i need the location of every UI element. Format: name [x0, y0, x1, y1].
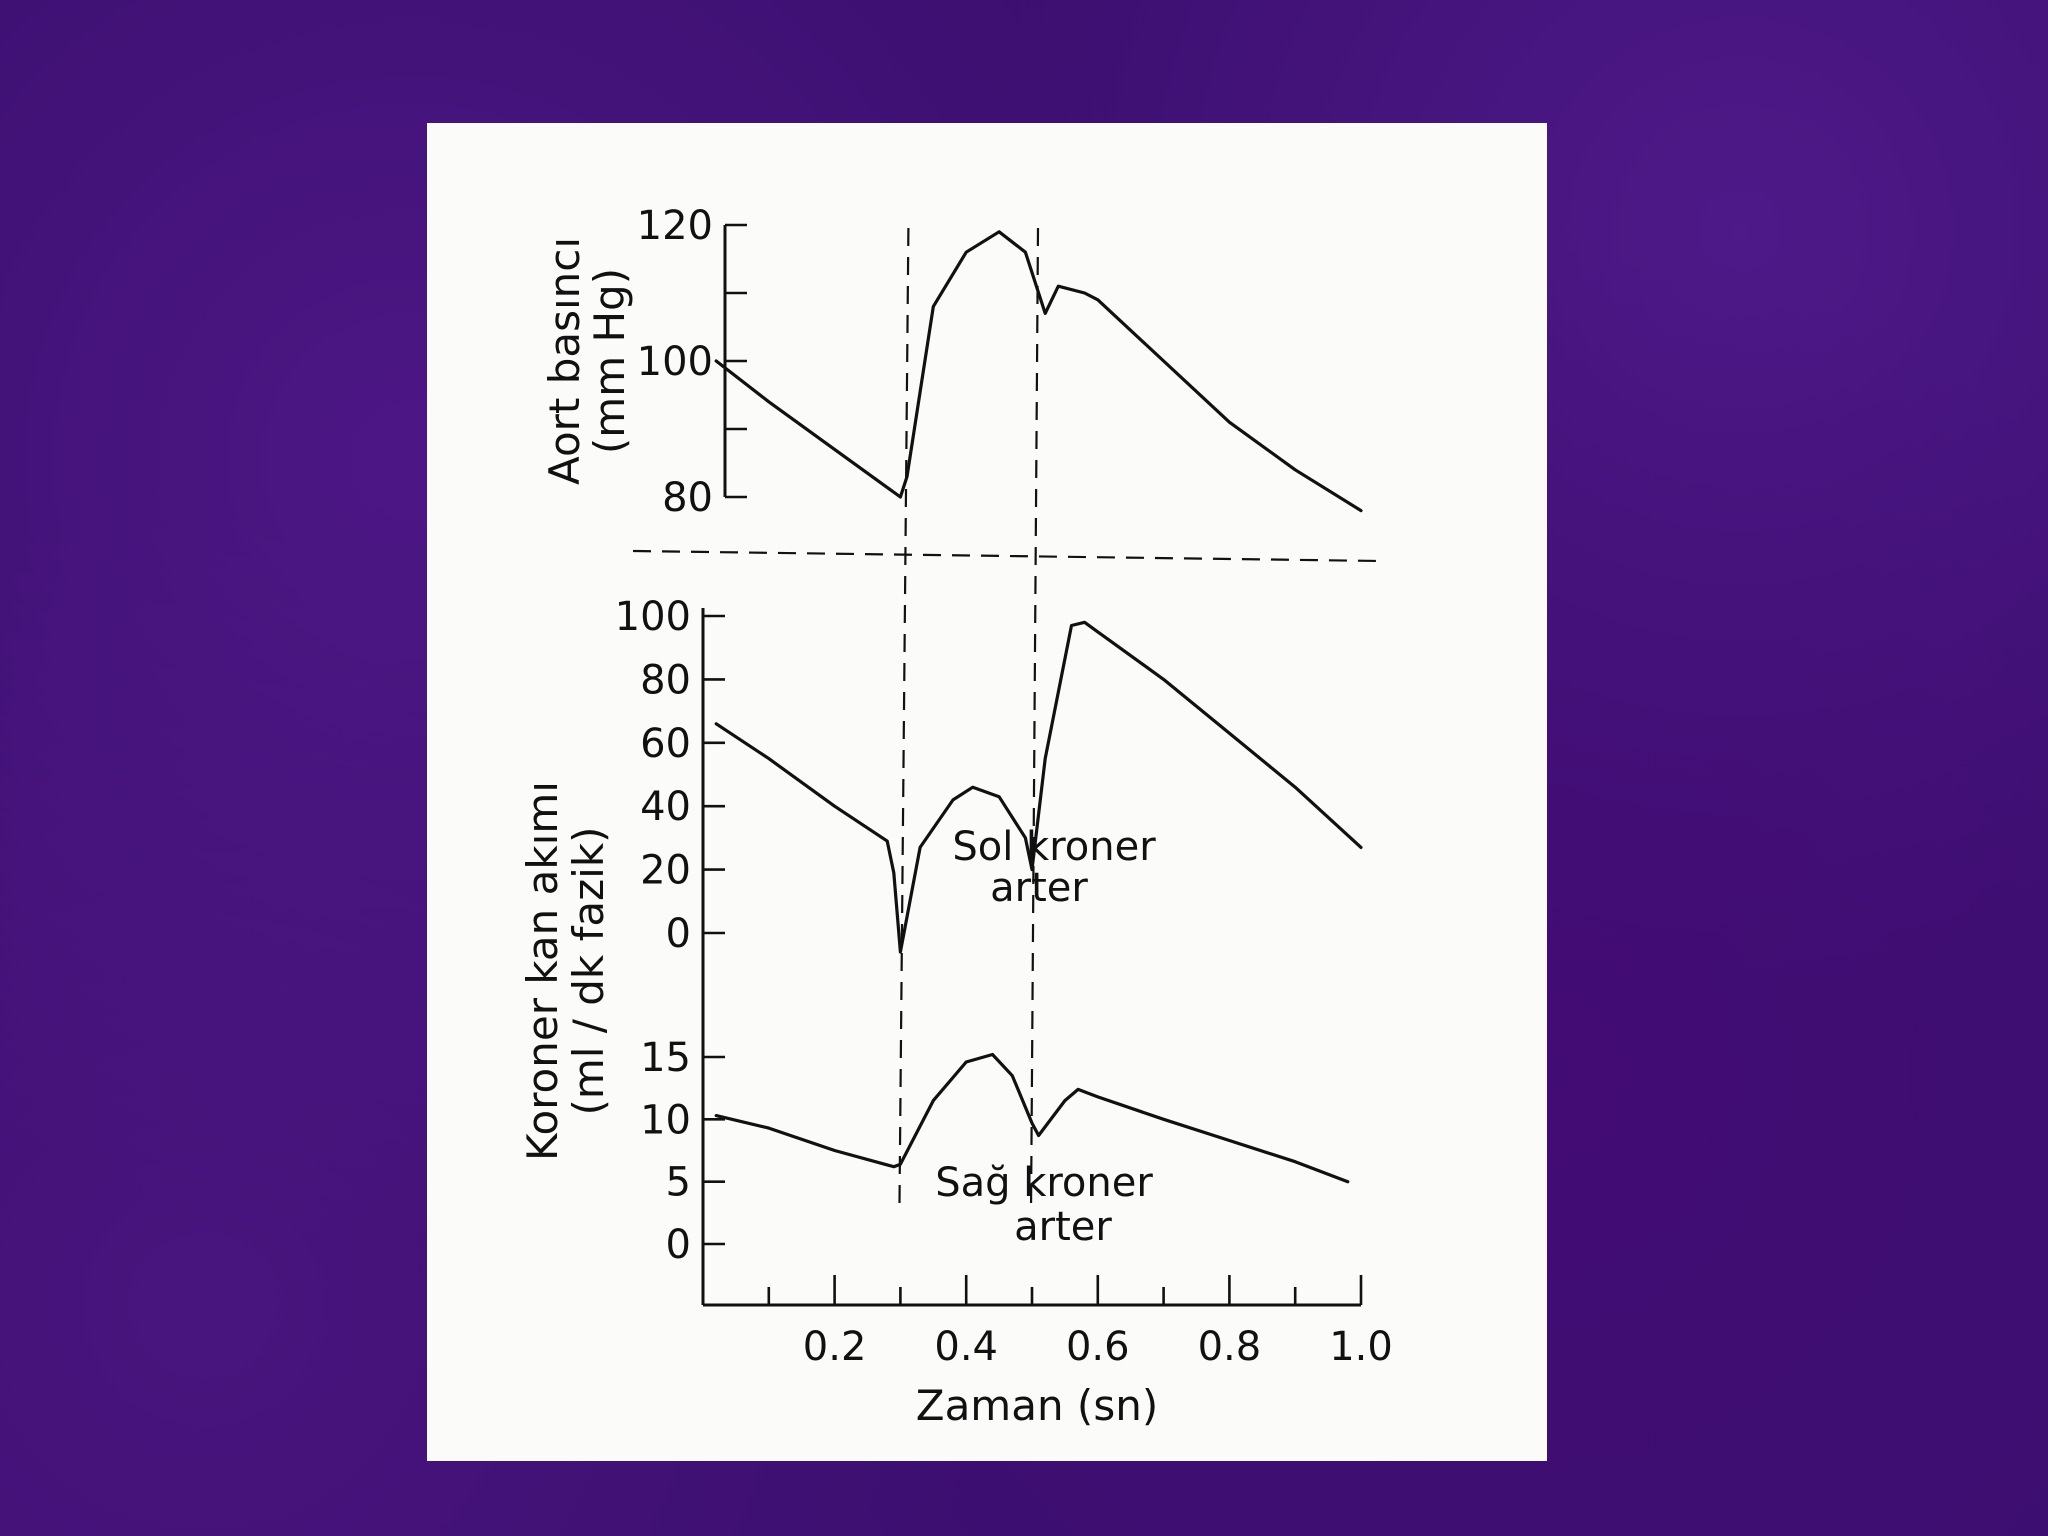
ytick-label-p1: 100	[615, 594, 691, 640]
sol-kroner-flow-curve	[714, 620, 1363, 954]
sag-kroner-label-line2: arter	[1014, 1204, 1112, 1250]
xtick-label: 0.6	[1066, 1324, 1130, 1370]
ytick-label-p1: 60	[640, 721, 691, 767]
coronary-flow-chart: 120 100 80 100 80 60 40 20 0 15 10 5 0 0.2 0.4 0.6 0.8 1.…	[518, 203, 1393, 1430]
xtick-label: 0.4	[934, 1324, 998, 1370]
ytick-label-p0: 120	[637, 203, 713, 249]
aort-ylabel-line2: (mm Hg)	[585, 268, 634, 454]
x-axis-label: Zaman (sn)	[916, 1381, 1158, 1430]
ytick-label-p1: 80	[640, 657, 691, 703]
ytick-label-p2: 5	[666, 1160, 691, 1206]
xtick-label: 0.2	[803, 1324, 867, 1370]
ytick-label-p2: 15	[640, 1035, 691, 1081]
figure-paper: 120 100 80 100 80 60 40 20 0 15 10 5 0 0.2 0.4 0.6 0.8 1.…	[427, 123, 1547, 1461]
aort-pressure-curve	[714, 230, 1363, 513]
xtick-label: 0.8	[1198, 1324, 1262, 1370]
xtick-label: 1.0	[1329, 1324, 1393, 1370]
sag-kroner-flow-curve	[714, 1052, 1350, 1184]
ytick-label-p1: 0	[666, 911, 691, 957]
separator-dashed-line	[632, 549, 1382, 563]
coronary-ylabel-line1: Koroner kan akımı	[518, 781, 567, 1161]
sol-kroner-label-line2: arter	[990, 865, 1088, 911]
ytick-label-p1: 40	[640, 784, 691, 830]
ytick-label-p2: 0	[666, 1222, 691, 1268]
ytick-label-p0: 100	[637, 339, 713, 385]
sol-kroner-label-line1: Sol kroner	[952, 824, 1156, 870]
ytick-label-p1: 20	[640, 848, 691, 894]
event-dashed-line	[1029, 227, 1040, 1214]
ytick-label-p0: 80	[662, 475, 713, 521]
sag-kroner-label-line1: Sağ kroner	[935, 1160, 1153, 1206]
coronary-ylabel-line2: (ml / dk fazik)	[564, 826, 613, 1115]
event-dashed-line	[898, 227, 910, 1214]
ytick-label-p2: 10	[640, 1097, 691, 1143]
aort-ylabel-line1: Aort basıncı	[540, 237, 589, 485]
